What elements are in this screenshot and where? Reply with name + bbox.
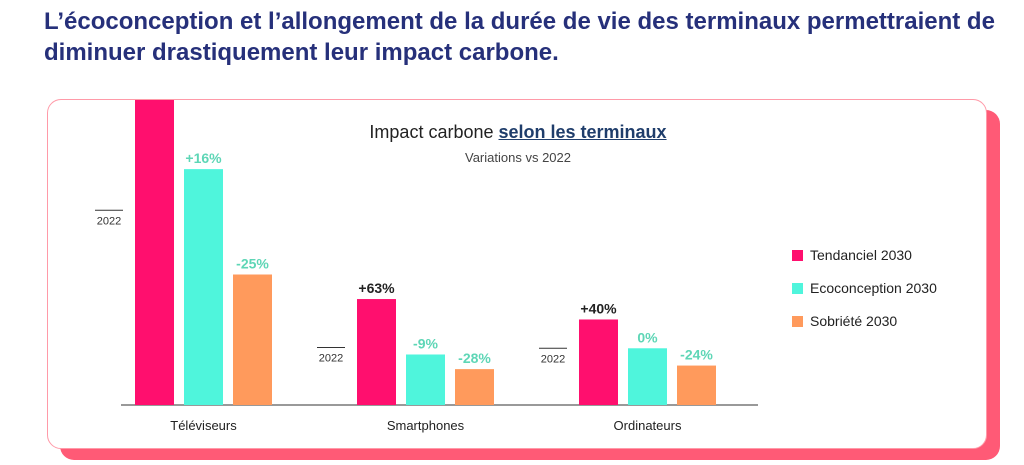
baseline-label-smartphones: 2022 xyxy=(319,353,343,365)
data-label-ordinateurs-sobriete-2030: -24% xyxy=(680,347,713,363)
chart-subtitle: Variations vs 2022 xyxy=(465,150,571,165)
data-label-smartphones-sobriete-2030: -28% xyxy=(458,350,491,366)
bar-smartphones-tendanciel-2030 xyxy=(357,299,396,405)
bar-ordinateurs-tendanciel-2030 xyxy=(579,319,618,405)
baseline-label-televiseurs: 2022 xyxy=(97,215,121,227)
category-label-ordinateurs: Ordinateurs xyxy=(614,418,682,433)
bar-ordinateurs-ecoconception-2030 xyxy=(628,348,667,405)
legend-swatch-ecoconception xyxy=(792,282,803,294)
baseline-label-ordinateurs: 2022 xyxy=(541,353,565,365)
legend-item-tendanciel: Tendanciel 2030 xyxy=(792,245,982,265)
legend-item-sobriete: Sobriété 2030 xyxy=(792,311,982,331)
legend-label-ecoconception: Ecoconception 2030 xyxy=(810,280,937,296)
legend-swatch-sobriete xyxy=(792,315,803,327)
data-label-televiseurs-sobriete-2030: -25% xyxy=(236,256,269,272)
bar-televiseurs-sobriete-2030 xyxy=(233,274,272,405)
chart-title-emphasis: selon les terminaux xyxy=(498,122,667,142)
bar-televiseurs-tendanciel-2030 xyxy=(135,100,174,405)
chart-card: Impact carbone selon les terminaux Varia… xyxy=(47,99,987,449)
bar-smartphones-ecoconception-2030 xyxy=(406,354,445,405)
legend-label-tendanciel: Tendanciel 2030 xyxy=(810,247,912,263)
data-label-televiseurs-ecoconception-2030: +16% xyxy=(185,150,222,166)
bar-smartphones-sobriete-2030 xyxy=(455,369,494,405)
page-headline: L’écoconception et l’allongement de la d… xyxy=(44,8,995,66)
data-label-smartphones-ecoconception-2030: -9% xyxy=(413,335,438,351)
chart-title: Impact carbone selon les terminaux xyxy=(48,122,988,143)
data-label-ordinateurs-ecoconception-2030: 0% xyxy=(637,329,658,345)
legend-label-sobriete: Sobriété 2030 xyxy=(810,313,898,329)
category-label-smartphones: Smartphones xyxy=(387,418,465,433)
legend-swatch-tendanciel xyxy=(792,249,803,261)
category-label-televiseurs: Téléviseurs xyxy=(170,418,237,433)
data-label-ordinateurs-tendanciel-2030: +40% xyxy=(580,300,617,316)
legend: Tendanciel 2030 Ecoconception 2030 Sobri… xyxy=(792,245,982,344)
chart-title-plain: Impact carbone xyxy=(369,122,499,142)
bar-televiseurs-ecoconception-2030 xyxy=(184,169,223,405)
bar-chart: 2022+50%+16%-25%Téléviseurs2022+63%-9%-2… xyxy=(95,100,758,433)
legend-item-ecoconception: Ecoconception 2030 xyxy=(792,278,982,298)
bar-ordinateurs-sobriete-2030 xyxy=(677,365,716,405)
data-label-smartphones-tendanciel-2030: +63% xyxy=(358,280,395,296)
